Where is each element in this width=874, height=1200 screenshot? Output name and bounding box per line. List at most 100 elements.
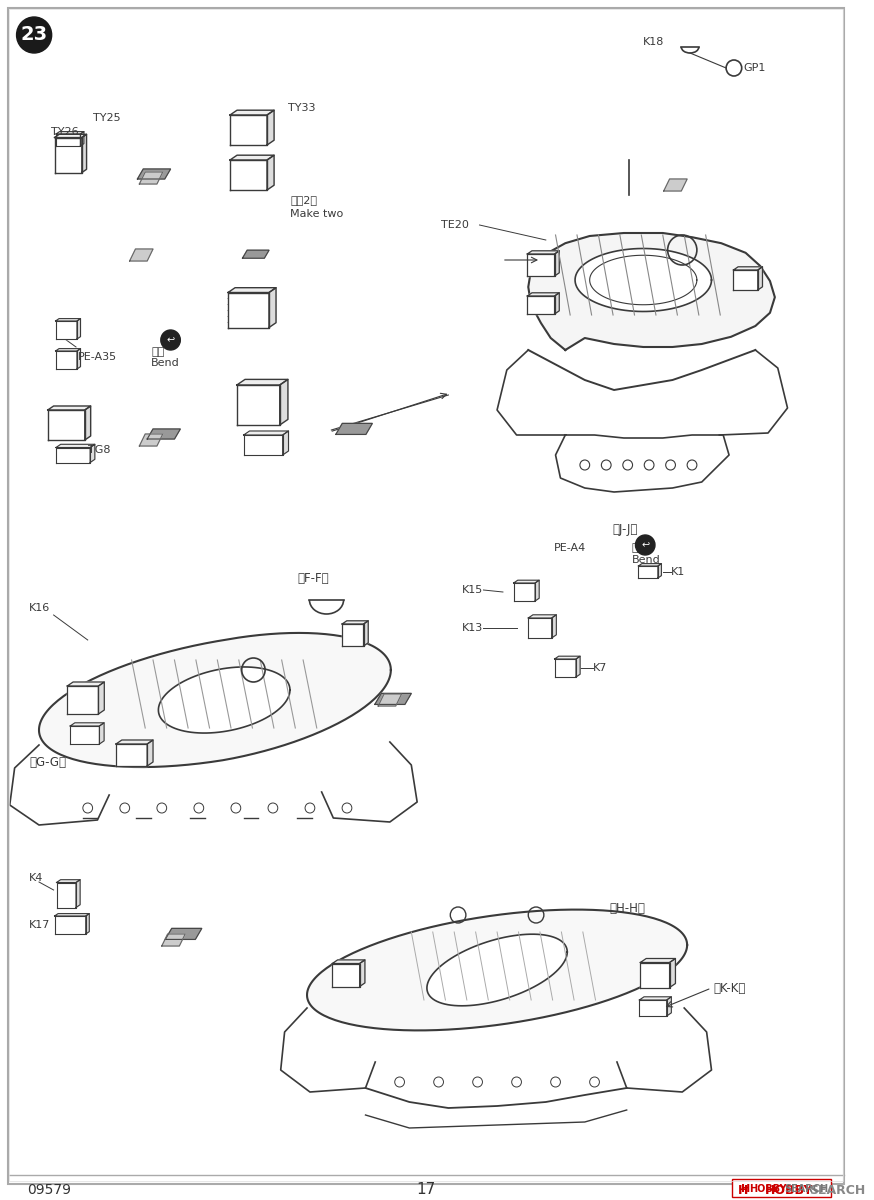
Polygon shape: [230, 115, 267, 145]
Text: K15: K15: [462, 584, 483, 595]
Polygon shape: [527, 296, 555, 314]
Polygon shape: [116, 744, 147, 766]
Text: 弯曲: 弯曲: [151, 347, 164, 358]
Polygon shape: [528, 614, 557, 618]
Polygon shape: [555, 251, 559, 276]
Text: 09579: 09579: [27, 1183, 71, 1198]
Polygon shape: [237, 385, 280, 425]
Text: PE-A4: PE-A4: [553, 542, 586, 553]
Polygon shape: [86, 913, 89, 934]
Polygon shape: [719, 350, 787, 434]
Polygon shape: [70, 726, 100, 744]
Polygon shape: [56, 448, 90, 462]
Text: SEARCH: SEARCH: [809, 1183, 865, 1196]
Text: K17: K17: [29, 920, 51, 930]
Polygon shape: [575, 248, 711, 312]
Polygon shape: [528, 618, 551, 638]
Polygon shape: [527, 251, 559, 254]
Polygon shape: [10, 745, 109, 826]
Text: 弯曲: 弯曲: [632, 542, 645, 553]
Text: 《G-G》: 《G-G》: [29, 756, 66, 768]
Polygon shape: [147, 428, 180, 439]
Polygon shape: [137, 169, 170, 179]
Polygon shape: [307, 910, 687, 1031]
Polygon shape: [282, 431, 288, 455]
Polygon shape: [67, 682, 104, 686]
Circle shape: [635, 535, 655, 554]
Polygon shape: [514, 581, 539, 583]
Polygon shape: [267, 110, 274, 145]
Polygon shape: [57, 880, 80, 882]
Polygon shape: [56, 134, 80, 146]
Polygon shape: [527, 254, 555, 276]
Circle shape: [161, 330, 180, 350]
Polygon shape: [139, 172, 163, 184]
Polygon shape: [332, 964, 359, 986]
Polygon shape: [638, 564, 662, 566]
Polygon shape: [281, 1008, 375, 1092]
Text: 23: 23: [21, 25, 48, 44]
Polygon shape: [269, 288, 276, 328]
Polygon shape: [359, 960, 365, 986]
Polygon shape: [48, 410, 85, 440]
Polygon shape: [70, 722, 104, 726]
Text: GP1: GP1: [744, 62, 766, 73]
Polygon shape: [667, 997, 671, 1016]
Text: PE-A35: PE-A35: [78, 352, 117, 362]
Polygon shape: [332, 960, 365, 964]
Text: K7: K7: [593, 662, 607, 673]
Polygon shape: [54, 134, 87, 138]
Text: HOBBY: HOBBY: [765, 1183, 814, 1196]
Text: Make two: Make two: [290, 209, 343, 218]
Polygon shape: [54, 916, 86, 934]
Polygon shape: [669, 959, 676, 988]
Polygon shape: [535, 581, 539, 601]
Text: ↩: ↩: [167, 335, 175, 346]
Polygon shape: [427, 935, 567, 1006]
Text: 《K-K》: 《K-K》: [713, 982, 746, 995]
Polygon shape: [76, 880, 80, 907]
Polygon shape: [733, 270, 758, 290]
Polygon shape: [56, 348, 80, 350]
Polygon shape: [100, 722, 104, 744]
Polygon shape: [733, 266, 762, 270]
Text: 制作2組: 制作2組: [290, 194, 317, 205]
Polygon shape: [658, 564, 662, 578]
Polygon shape: [230, 160, 267, 190]
Circle shape: [17, 17, 52, 53]
FancyBboxPatch shape: [8, 8, 844, 1184]
Polygon shape: [267, 155, 274, 190]
Text: Bend: Bend: [632, 554, 661, 565]
Polygon shape: [230, 110, 274, 115]
Text: 《J-J》: 《J-J》: [612, 523, 637, 536]
Polygon shape: [56, 444, 95, 448]
Polygon shape: [82, 134, 87, 173]
Polygon shape: [54, 138, 82, 173]
Polygon shape: [48, 406, 91, 410]
Polygon shape: [237, 379, 288, 385]
Text: ↩: ↩: [642, 540, 649, 550]
Polygon shape: [322, 742, 417, 822]
Text: K1: K1: [670, 566, 685, 577]
Polygon shape: [39, 632, 391, 767]
Polygon shape: [85, 406, 91, 440]
Polygon shape: [56, 350, 77, 370]
Polygon shape: [77, 348, 80, 370]
Polygon shape: [342, 620, 368, 624]
Text: H: H: [741, 1184, 750, 1194]
Text: K4: K4: [29, 874, 44, 883]
Polygon shape: [641, 962, 669, 988]
Text: H: H: [738, 1183, 748, 1196]
Polygon shape: [758, 266, 762, 290]
Polygon shape: [378, 694, 401, 706]
Polygon shape: [556, 434, 729, 492]
Text: TG8: TG8: [87, 445, 110, 455]
Polygon shape: [90, 444, 95, 462]
Polygon shape: [640, 997, 671, 1000]
Text: K13: K13: [462, 623, 483, 634]
Text: TE20: TE20: [440, 220, 468, 230]
Polygon shape: [555, 659, 576, 677]
Polygon shape: [527, 293, 559, 296]
Polygon shape: [129, 248, 153, 260]
Polygon shape: [56, 318, 80, 320]
